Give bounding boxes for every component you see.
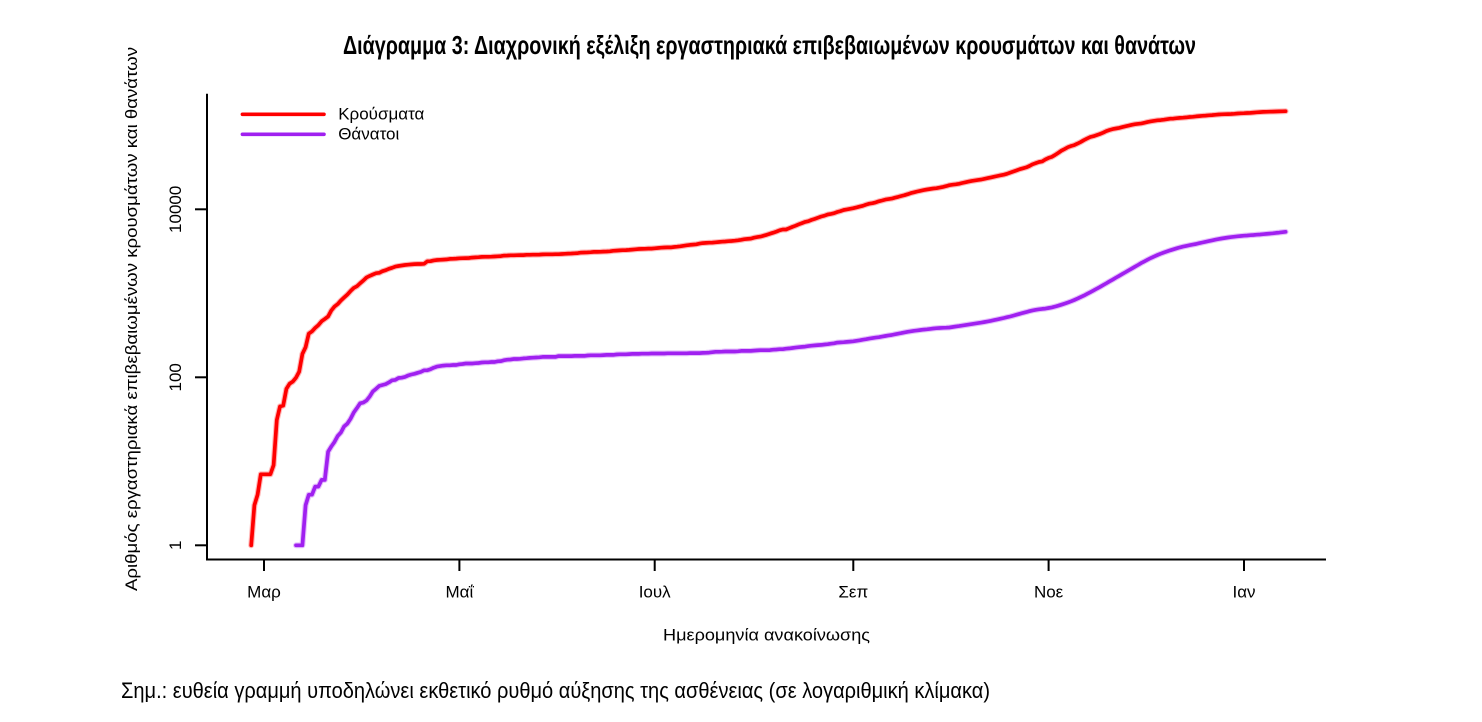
svg-text:10000: 10000 [166,186,185,233]
svg-text:Νοε: Νοε [1034,583,1064,602]
svg-text:Θάνατοι: Θάνατοι [338,124,399,143]
svg-text:Σημ.: ευθεία γραμμή υποδηλώνει: Σημ.: ευθεία γραμμή υποδηλώνει εκθετικό … [121,678,990,703]
svg-text:Μαΐ: Μαΐ [446,583,475,602]
svg-text:100: 100 [166,363,185,391]
svg-text:Ημερομηνία ανακοίνωσης: Ημερομηνία ανακοίνωσης [663,625,870,644]
svg-text:Διάγραμμα 3: Διαχρονική εξέλιξ: Διάγραμμα 3: Διαχρονική εξέλιξη εργαστηρ… [343,30,1196,60]
svg-text:Κρούσματα: Κρούσματα [338,104,424,123]
svg-text:1: 1 [166,541,185,550]
svg-text:Αριθμός εργαστηριακά επιβεβαιω: Αριθμός εργαστηριακά επιβεβαιωμένων κρου… [122,47,141,591]
svg-text:Ιουλ: Ιουλ [639,583,671,602]
svg-text:Ιαν: Ιαν [1232,583,1255,602]
svg-text:Μαρ: Μαρ [247,583,281,602]
svg-text:Σεπ: Σεπ [838,583,868,602]
